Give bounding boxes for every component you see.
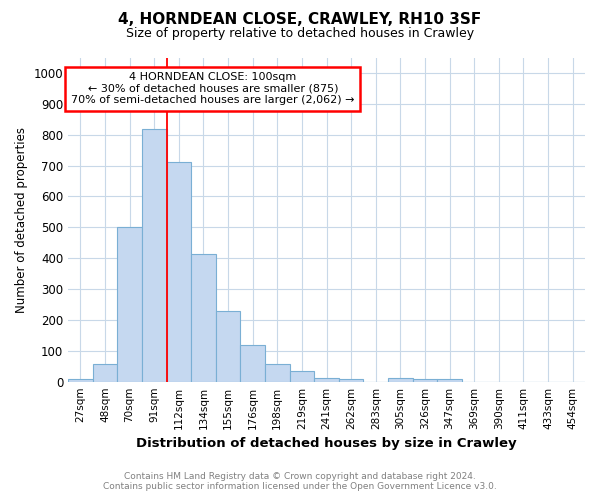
- Bar: [388, 378, 413, 382]
- Bar: [314, 378, 339, 382]
- Y-axis label: Number of detached properties: Number of detached properties: [15, 126, 28, 312]
- Text: 4, HORNDEAN CLOSE, CRAWLEY, RH10 3SF: 4, HORNDEAN CLOSE, CRAWLEY, RH10 3SF: [118, 12, 482, 28]
- Bar: [290, 372, 314, 382]
- Bar: [265, 364, 290, 382]
- Bar: [241, 345, 265, 382]
- Text: 4 HORNDEAN CLOSE: 100sqm
← 30% of detached houses are smaller (875)
70% of semi-: 4 HORNDEAN CLOSE: 100sqm ← 30% of detach…: [71, 72, 355, 106]
- Bar: [437, 379, 462, 382]
- Bar: [413, 379, 437, 382]
- Bar: [142, 128, 167, 382]
- Bar: [68, 379, 92, 382]
- Text: Contains HM Land Registry data © Crown copyright and database right 2024.
Contai: Contains HM Land Registry data © Crown c…: [103, 472, 497, 491]
- Bar: [92, 364, 117, 382]
- Bar: [117, 228, 142, 382]
- X-axis label: Distribution of detached houses by size in Crawley: Distribution of detached houses by size …: [136, 437, 517, 450]
- Bar: [216, 310, 241, 382]
- Text: Size of property relative to detached houses in Crawley: Size of property relative to detached ho…: [126, 28, 474, 40]
- Bar: [339, 378, 364, 382]
- Bar: [167, 162, 191, 382]
- Bar: [191, 254, 216, 382]
